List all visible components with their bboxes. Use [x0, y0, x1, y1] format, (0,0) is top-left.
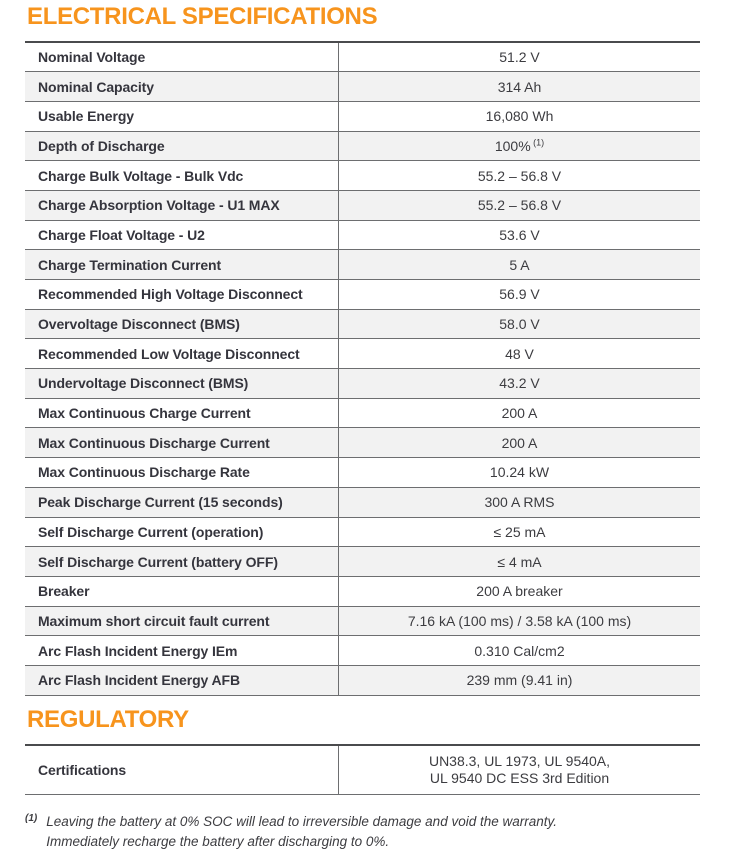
electrical-spec-row: Peak Discharge Current (15 seconds) 300 A… [25, 487, 700, 518]
electrical-spec-label: Charge Absorption Voltage - U1 MAX [25, 190, 339, 221]
electrical-spec-value: ≤ 25 mA [338, 517, 700, 548]
electrical-spec-label: Self Discharge Current (operation) [25, 517, 339, 548]
electrical-spec-value: 10.24 kW [338, 457, 700, 488]
regulatory-spec-value-line: UN38.3, UL 1973, UL 9540A, [428, 752, 611, 769]
electrical-spec-value: 16,080 Wh [338, 101, 700, 132]
electrical-spec-row: Recommended High Voltage Disconnect 56.9 … [25, 279, 700, 310]
electrical-spec-value: 0.310 Cal/cm2 [338, 635, 700, 666]
regulatory-rows: Certifications UN38.3, UL 1973, UL 9540A,… [25, 745, 700, 795]
electrical-spec-row: Nominal Voltage 51.2 V [25, 42, 700, 73]
footnote-text: Leaving the battery at 0% SOC will lead … [46, 812, 557, 852]
regulatory-spec-label: Certifications [25, 745, 339, 795]
electrical-spec-row: Undervoltage Disconnect (BMS) 43.2 V [25, 368, 700, 399]
electrical-spec-label: Charge Bulk Voltage - Bulk Vdc [25, 160, 339, 191]
footnote-reference: (1) [530, 137, 545, 148]
electrical-spec-row: Arc Flash Incident Energy IEm 0.310 Cal/c… [25, 635, 700, 666]
electrical-spec-value: 51.2 V [338, 42, 700, 73]
electrical-spec-row: Max Continuous Discharge Current 200 A [25, 427, 700, 459]
electrical-spec-label: Arc Flash Incident Energy AFB [25, 665, 339, 696]
electrical-spec-row: Breaker 200 A breaker [25, 576, 700, 607]
electrical-spec-row: Nominal Capacity 314 Ah [25, 71, 700, 102]
regulatory-heading: REGULATORY [27, 706, 189, 733]
electrical-spec-value: 56.9 V [338, 279, 700, 310]
electrical-spec-label: Maximum short circuit fault current [25, 606, 339, 637]
electrical-spec-value: 300 A RMS [338, 487, 700, 518]
electrical-spec-label: Charge Float Voltage - U2 [25, 220, 339, 251]
electrical-spec-value: 7.16 kA (100 ms) / 3.58 kA (100 ms) [338, 606, 700, 637]
electrical-spec-value: 58.0 V [338, 309, 700, 340]
footnote-line-1: Leaving the battery at 0% SOC will lead … [46, 814, 557, 829]
electrical-spec-label: Undervoltage Disconnect (BMS) [25, 368, 339, 399]
electrical-spec-label: Recommended Low Voltage Disconnect [25, 338, 339, 370]
electrical-spec-value: 55.2 – 56.8 V [338, 190, 700, 221]
electrical-spec-value: 5 A [338, 249, 700, 280]
electrical-spec-label: Max Continuous Charge Current [25, 398, 339, 429]
electrical-spec-value: 314 Ah [338, 71, 700, 102]
footnote: (1) Leaving the battery at 0% SOC will l… [25, 812, 715, 852]
electrical-spec-label: Self Discharge Current (battery OFF) [25, 546, 339, 577]
electrical-spec-row: Max Continuous Discharge Rate 10.24 kW [25, 457, 700, 488]
regulatory-spec-value-line: UL 9540 DC ESS 3rd Edition [429, 769, 610, 786]
electrical-spec-row: Charge Termination Current 5 A [25, 249, 700, 280]
electrical-specs-rows: Nominal Voltage 51.2 V Nominal Capacity 314… [25, 42, 700, 696]
electrical-spec-label: Peak Discharge Current (15 seconds) [25, 487, 339, 518]
electrical-spec-value: 53.6 V [338, 220, 700, 251]
electrical-spec-row: Max Continuous Charge Current 200 A [25, 398, 700, 429]
electrical-spec-label: Recommended High Voltage Disconnect [25, 279, 339, 310]
electrical-spec-label: Overvoltage Disconnect (BMS) [25, 309, 339, 340]
electrical-spec-row: Overvoltage Disconnect (BMS) 58.0 V [25, 309, 700, 340]
electrical-spec-label: Charge Termination Current [25, 249, 339, 280]
electrical-spec-label: Depth of Discharge [25, 131, 339, 162]
electrical-spec-value: ≤ 4 mA [338, 546, 700, 577]
electrical-spec-value: 55.2 – 56.8 V [338, 160, 700, 191]
electrical-spec-value: 200 A [338, 427, 700, 459]
electrical-spec-row: Charge Absorption Voltage - U1 MAX 55.2 –… [25, 190, 700, 221]
electrical-spec-label: Max Continuous Discharge Current [25, 427, 339, 459]
electrical-spec-row: Charge Bulk Voltage - Bulk Vdc 55.2 – 56.… [25, 160, 700, 191]
footnote-line-2: Immediately recharge the battery after d… [46, 834, 390, 849]
electrical-spec-row: Charge Float Voltage - U2 53.6 V [25, 220, 700, 251]
electrical-spec-row: Self Discharge Current (battery OFF) ≤ 4 … [25, 546, 700, 577]
electrical-spec-value: 100% (1) [338, 131, 700, 162]
electrical-specs-table: Nominal Voltage 51.2 V Nominal Capacity 314… [25, 41, 700, 696]
electrical-spec-value: 48 V [338, 338, 700, 370]
electrical-spec-row: Self Discharge Current (operation) ≤ 25 m… [25, 517, 700, 548]
electrical-spec-value: 200 A [338, 398, 700, 429]
electrical-spec-label: Breaker [25, 576, 339, 607]
electrical-spec-row: Usable Energy 16,080 Wh [25, 101, 700, 132]
electrical-spec-value: 43.2 V [338, 368, 700, 399]
electrical-spec-label: Max Continuous Discharge Rate [25, 457, 339, 488]
electrical-specifications-heading: ELECTRICAL SPECIFICATIONS [27, 3, 378, 30]
electrical-spec-label: Nominal Capacity [25, 71, 339, 102]
electrical-spec-label: Nominal Voltage [25, 42, 339, 73]
electrical-spec-value: 239 mm (9.41 in) [338, 665, 700, 696]
regulatory-spec-value: UN38.3, UL 1973, UL 9540A, UL 9540 DC ESS… [338, 745, 700, 795]
footnote-marker: (1) [25, 813, 38, 824]
electrical-spec-label: Arc Flash Incident Energy IEm [25, 635, 339, 666]
electrical-spec-row: Recommended Low Voltage Disconnect 48 V [25, 338, 700, 370]
electrical-spec-row: Arc Flash Incident Energy AFB 239 mm (9.4… [25, 665, 700, 696]
regulatory-spec-row: Certifications UN38.3, UL 1973, UL 9540A,… [25, 745, 700, 795]
electrical-spec-value: 200 A breaker [338, 576, 700, 607]
electrical-spec-label: Usable Energy [25, 101, 339, 132]
regulatory-table: Certifications UN38.3, UL 1973, UL 9540A,… [25, 744, 700, 795]
electrical-spec-row: Maximum short circuit fault current 7.16 … [25, 606, 700, 637]
electrical-spec-row: Depth of Discharge 100% (1) [25, 131, 700, 162]
